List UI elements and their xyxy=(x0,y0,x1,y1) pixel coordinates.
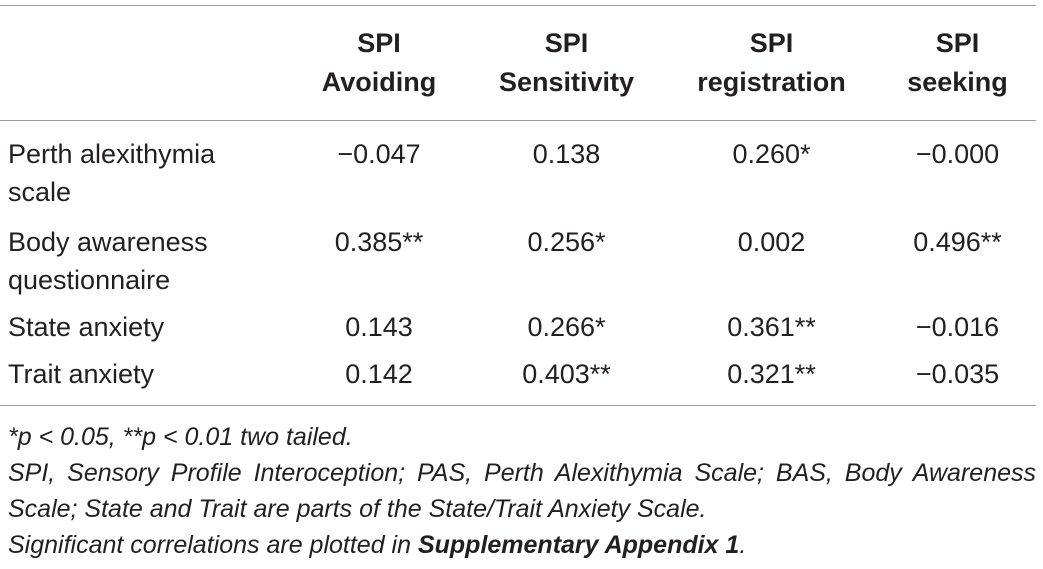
table-header: SPI Avoiding SPI Sensitivity SPI registr… xyxy=(0,5,1036,121)
table-row: Trait anxiety 0.142 0.403** 0.321** −0.0… xyxy=(0,350,1036,406)
table-cell: 0.256* xyxy=(527,227,606,257)
header-line2: Avoiding xyxy=(321,67,437,97)
row-label: Perth alexithymia scale xyxy=(0,121,289,218)
table-cell: 0.266* xyxy=(527,312,606,342)
header-cell-spi-avoiding: SPI Avoiding xyxy=(289,6,469,121)
table-cell: −0.035 xyxy=(915,359,1000,389)
appendix-note-suffix: . xyxy=(739,531,747,559)
header-line2: registration xyxy=(697,67,846,97)
table-row: State anxiety 0.143 0.266* 0.361** −0.01… xyxy=(0,303,1036,350)
table-cell: 0.403** xyxy=(522,359,611,389)
table-row: Perth alexithymia scale −0.047 0.138 0.2… xyxy=(0,121,1036,218)
table-cell: 0.260* xyxy=(732,139,811,169)
table-cell: 0.496** xyxy=(913,227,1002,257)
table-cell: 0.321** xyxy=(727,359,816,389)
header-cell-spi-sensitivity: SPI Sensitivity xyxy=(469,6,664,121)
table-cell: 0.361** xyxy=(727,312,816,342)
header-line1: SPI xyxy=(935,28,980,58)
header-line1: SPI xyxy=(357,28,401,58)
header-line1: SPI xyxy=(544,28,589,58)
appendix-note-prefix: Significant correlations are plotted in xyxy=(8,531,418,559)
header-line2: Sensitivity xyxy=(498,67,635,97)
row-label-line1: Body awareness xyxy=(8,227,208,257)
significance-note: *p < 0.05, **p < 0.01 two tailed. xyxy=(8,423,353,451)
table-cell: 0.138 xyxy=(532,139,601,169)
header-cell-spi-registration: SPI registration xyxy=(664,6,879,121)
row-label-line2: scale xyxy=(8,177,72,207)
appendix-link-text: Supplementary Appendix 1 xyxy=(417,531,740,559)
header-cell-blank xyxy=(0,6,289,121)
table-cell: −0.047 xyxy=(337,139,421,169)
table-row: Body awareness questionnaire 0.385** 0.2… xyxy=(0,217,1036,303)
table-cell: −0.016 xyxy=(915,312,1000,342)
table-footnotes: *p < 0.05, **p < 0.01 two tailed. SPI, S… xyxy=(8,419,1036,563)
row-label-line2: questionnaire xyxy=(8,265,171,295)
table-cell: −0.000 xyxy=(915,139,1000,169)
header-line2: seeking xyxy=(907,67,1008,97)
table-body: Perth alexithymia scale −0.047 0.138 0.2… xyxy=(0,121,1036,406)
abbreviations-note: SPI, Sensory Profile Interoception; PAS,… xyxy=(8,459,1036,523)
table-cell: 0.002 xyxy=(737,227,806,257)
header-row: SPI Avoiding SPI Sensitivity SPI registr… xyxy=(0,5,1036,121)
table-cell: 0.142 xyxy=(345,359,413,389)
header-line1: SPI xyxy=(749,28,794,58)
table-cell: 0.385** xyxy=(334,227,424,257)
row-label: State anxiety xyxy=(8,312,165,342)
table-cell: 0.143 xyxy=(345,312,413,342)
header-cell-spi-seeking: SPI seeking xyxy=(879,6,1036,121)
row-label: Trait anxiety xyxy=(8,359,155,389)
row-label-line1: Perth alexithymia xyxy=(8,139,216,169)
appendix-note: Significant correlations are plotted in … xyxy=(8,527,1036,563)
correlation-table: SPI Avoiding SPI Sensitivity SPI registr… xyxy=(0,5,1036,406)
row-label: Body awareness questionnaire xyxy=(0,217,289,303)
